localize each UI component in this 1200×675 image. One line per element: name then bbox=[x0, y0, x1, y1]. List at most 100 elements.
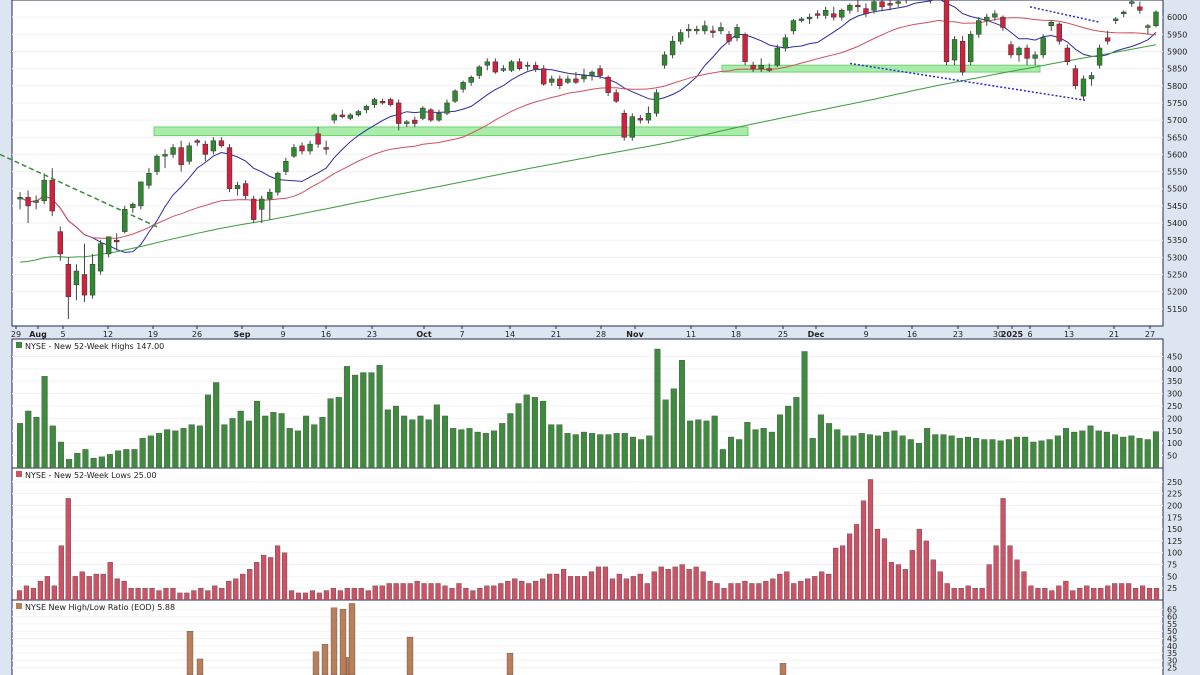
indicator-bar bbox=[82, 449, 89, 469]
indicator-bar bbox=[149, 588, 155, 601]
indicator-bar bbox=[1079, 430, 1086, 469]
moving-average-line bbox=[19, 44, 1157, 263]
indicator-bar bbox=[1139, 585, 1146, 601]
candle-body bbox=[387, 99, 394, 105]
candle-body bbox=[750, 64, 756, 69]
bar-tick-label: 225 bbox=[1167, 490, 1182, 499]
indicator-bar bbox=[352, 374, 359, 469]
indicator-bar bbox=[262, 415, 269, 469]
indicator-bar bbox=[393, 583, 399, 601]
candle-body bbox=[831, 13, 837, 18]
indicator-bar bbox=[100, 573, 106, 601]
indicator-bar bbox=[1119, 583, 1125, 601]
date-tick-label: 27 bbox=[1145, 330, 1155, 339]
indicator-bar bbox=[1146, 588, 1153, 601]
indicator-bar bbox=[973, 438, 980, 469]
highs-panel bbox=[11, 338, 1164, 469]
date-tick-label: 18 bbox=[731, 330, 741, 339]
candle-body bbox=[259, 198, 265, 210]
indicator-bar bbox=[602, 566, 609, 601]
indicator-bar bbox=[777, 573, 783, 601]
indicator-bar bbox=[703, 420, 710, 469]
indicator-bar bbox=[33, 417, 40, 469]
candle-body bbox=[315, 133, 321, 145]
indicator-bar bbox=[540, 400, 547, 469]
indicator-bar bbox=[505, 580, 511, 601]
price-tick-label: 5650 bbox=[1167, 133, 1187, 142]
candle-body bbox=[541, 68, 547, 85]
candle-body bbox=[702, 25, 708, 32]
price-tick-label: 5750 bbox=[1167, 99, 1187, 108]
candle-body bbox=[629, 116, 635, 138]
indicator-bar bbox=[1014, 559, 1020, 601]
price-tick-label: 6000 bbox=[1167, 13, 1187, 22]
candle-body bbox=[452, 90, 458, 102]
indicator-bar bbox=[17, 423, 24, 469]
indicator-bar bbox=[213, 382, 220, 469]
indicator-bar bbox=[466, 428, 473, 469]
indicator-bar bbox=[646, 435, 653, 469]
candle-body bbox=[1121, 11, 1127, 14]
indicator-bar bbox=[1126, 583, 1132, 601]
indicator-bar bbox=[1136, 438, 1143, 469]
indicator-bar bbox=[686, 569, 692, 601]
indicator-bar bbox=[714, 583, 720, 601]
indicator-bar bbox=[826, 423, 833, 469]
indicator-bar bbox=[270, 412, 277, 469]
bar-tick-label: 25 bbox=[1167, 664, 1177, 673]
candle-body bbox=[105, 236, 112, 255]
indicator-bar bbox=[540, 578, 546, 601]
bar-tick-label: 150 bbox=[1167, 427, 1182, 436]
candle-body bbox=[1145, 25, 1151, 28]
indicator-bar bbox=[888, 562, 895, 601]
candle-body bbox=[162, 154, 168, 157]
lows-bars: 25 50 75 100 125 150 175 200 225 250 bbox=[12, 478, 1182, 601]
indicator-bar bbox=[531, 397, 538, 469]
date-tick-label: 16 bbox=[907, 330, 917, 339]
indicator-bar bbox=[343, 366, 350, 469]
candle-body bbox=[1024, 47, 1030, 59]
indicator-bar bbox=[44, 576, 50, 601]
indicator-bar bbox=[406, 636, 414, 675]
indicator-bar bbox=[261, 554, 267, 601]
candle-body bbox=[863, 8, 869, 14]
indicator-bar bbox=[744, 421, 751, 469]
candle-body bbox=[806, 16, 813, 20]
candle-body bbox=[146, 173, 152, 186]
bar-tick-label: 40 bbox=[1167, 642, 1177, 651]
indicator-bar bbox=[1091, 588, 1097, 601]
price-axis: 5150 5200 5250 5300 5350 5400 5450 5500 5550 5600… bbox=[1167, 13, 1187, 314]
indicator-bar bbox=[965, 585, 971, 601]
indicator-bar bbox=[784, 571, 790, 601]
indicator-bar bbox=[1112, 583, 1118, 601]
indicator-bar bbox=[245, 420, 252, 469]
indicator-bar bbox=[937, 571, 943, 601]
indicator-bar bbox=[826, 573, 832, 601]
indicator-bar bbox=[989, 439, 996, 469]
bar-tick-label: 450 bbox=[1167, 352, 1182, 361]
bar-tick-label: 200 bbox=[1167, 414, 1182, 423]
indicator-bar bbox=[49, 425, 56, 469]
indicator-bar bbox=[679, 564, 685, 601]
price-tick-label: 5800 bbox=[1167, 82, 1187, 91]
indicator-bar bbox=[254, 400, 261, 469]
indicator-bar bbox=[687, 420, 694, 469]
indicator-bar bbox=[567, 576, 574, 601]
indicator-bar bbox=[858, 433, 865, 469]
indicator-bar bbox=[123, 449, 130, 469]
moving-average-line bbox=[19, 17, 1157, 239]
price-tick-label: 5850 bbox=[1167, 65, 1187, 74]
indicator-bar bbox=[344, 588, 350, 601]
candle-body bbox=[734, 27, 740, 38]
candle-body bbox=[331, 114, 337, 121]
candle-body bbox=[428, 109, 434, 121]
bar-tick-label: 400 bbox=[1167, 365, 1182, 374]
indicator-bar bbox=[721, 588, 727, 601]
price-grid bbox=[12, 16, 1163, 310]
indicator-bar bbox=[372, 585, 378, 601]
indicator-bar bbox=[728, 583, 734, 601]
indicator-bar bbox=[1152, 431, 1159, 469]
date-tick-label: 9 bbox=[280, 330, 285, 339]
indicator-bar bbox=[86, 576, 92, 601]
